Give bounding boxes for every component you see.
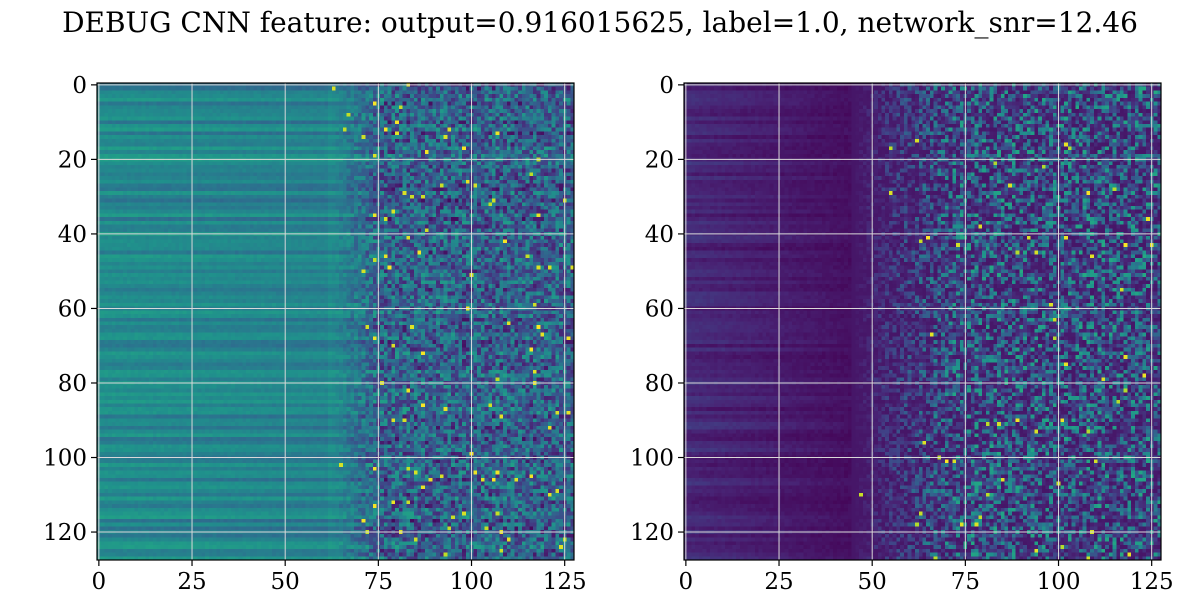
axes-frame xyxy=(96,82,575,561)
y-tick-label: 80 xyxy=(645,371,674,397)
x-tick-label: 50 xyxy=(271,569,300,595)
y-tick-label: 120 xyxy=(630,520,674,546)
heatmap-image xyxy=(97,83,574,560)
y-tick-label: 20 xyxy=(645,147,674,173)
y-tick-label: 120 xyxy=(43,520,87,546)
x-tick-label: 75 xyxy=(364,569,393,595)
y-tick-label: 100 xyxy=(43,446,87,472)
x-tick-label: 75 xyxy=(951,569,980,595)
y-tick-label: 80 xyxy=(58,371,87,397)
x-tick-label: 100 xyxy=(450,569,494,595)
figure-title: DEBUG CNN feature: output=0.916015625, l… xyxy=(62,6,1138,39)
x-tick-label: 0 xyxy=(679,569,694,595)
axes-frame xyxy=(683,82,1162,561)
y-tick-label: 60 xyxy=(58,296,87,322)
x-tick-label: 125 xyxy=(543,569,587,595)
y-tick-label: 0 xyxy=(659,73,674,99)
x-tick-label: 25 xyxy=(764,569,793,595)
y-tick-label: 0 xyxy=(72,73,87,99)
y-tick-label: 40 xyxy=(58,222,87,248)
x-tick-label: 0 xyxy=(92,569,107,595)
heatmap-image xyxy=(684,83,1161,560)
x-tick-label: 50 xyxy=(858,569,887,595)
x-tick-label: 100 xyxy=(1037,569,1081,595)
x-tick-label: 25 xyxy=(177,569,206,595)
y-tick-label: 60 xyxy=(645,296,674,322)
x-tick-label: 125 xyxy=(1130,569,1174,595)
y-tick-label: 100 xyxy=(630,446,674,472)
y-tick-label: 40 xyxy=(645,222,674,248)
y-tick-label: 20 xyxy=(58,147,87,173)
